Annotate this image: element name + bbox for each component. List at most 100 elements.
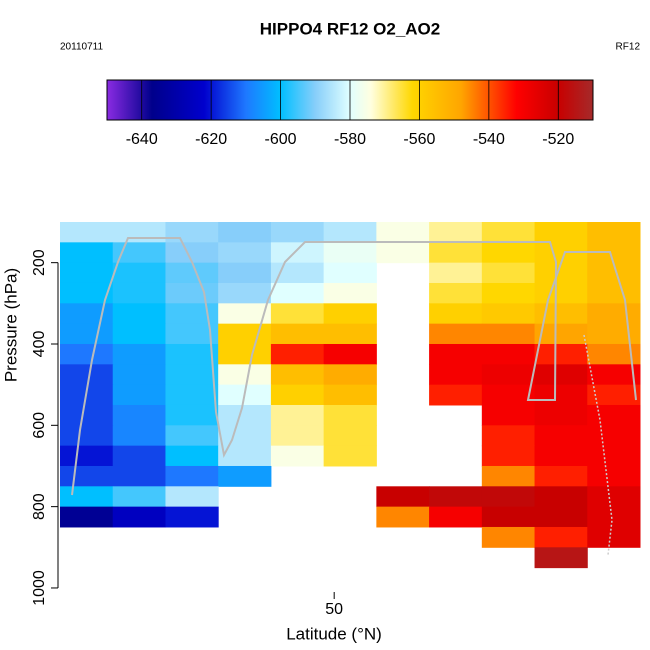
cell (534, 343, 588, 365)
cell (60, 303, 114, 325)
cell (112, 262, 166, 284)
cell (481, 343, 536, 365)
flight-label: RF12 (616, 42, 641, 53)
cell (481, 364, 536, 386)
x-axis-label: Latitude (°N) (286, 624, 382, 643)
cell (323, 445, 377, 467)
cell (534, 282, 588, 304)
cell (165, 404, 219, 426)
cell (270, 242, 325, 264)
cell (481, 303, 536, 325)
cell (587, 526, 641, 548)
cell (429, 343, 483, 365)
cell (270, 282, 325, 304)
cell (587, 242, 641, 264)
cell (218, 465, 272, 487)
y-axis-label: Pressure (hPa) (1, 268, 20, 382)
cell (60, 445, 114, 467)
cell (481, 526, 536, 548)
cell (165, 384, 219, 406)
cell (587, 425, 641, 447)
cell (481, 404, 536, 426)
cell (534, 384, 588, 406)
cell (323, 282, 377, 304)
cell (481, 282, 536, 304)
cell (429, 486, 483, 508)
cell (429, 364, 483, 386)
cell (587, 303, 641, 325)
cell (429, 242, 483, 264)
cell (112, 222, 166, 243)
cell (270, 262, 325, 284)
cell (112, 343, 166, 365)
cell (587, 486, 641, 508)
cell (270, 384, 325, 406)
cell (481, 445, 536, 467)
cell (376, 486, 430, 508)
cell (534, 323, 588, 345)
cell (218, 282, 272, 304)
cell (60, 282, 114, 304)
cell (60, 364, 114, 386)
cell (429, 323, 483, 345)
cell (112, 445, 166, 467)
axes: 200 400 600 800 1000 50 (31, 249, 343, 618)
cell (165, 242, 219, 264)
cell (587, 364, 641, 386)
y-tick-label: 400 (31, 331, 48, 358)
cell (112, 303, 166, 325)
y-tick-label: 1000 (31, 570, 48, 606)
cell (60, 222, 114, 243)
cell (60, 343, 114, 365)
cell (165, 445, 219, 467)
cell (112, 242, 166, 264)
cell (112, 486, 166, 508)
cell (376, 242, 430, 264)
x-tick-label: 50 (325, 601, 343, 618)
cell (481, 425, 536, 447)
cell (481, 242, 536, 264)
cell (323, 404, 377, 426)
cell (429, 506, 483, 528)
cell (112, 404, 166, 426)
cell (60, 465, 114, 487)
cell (165, 364, 219, 386)
cell (112, 323, 166, 345)
cell (60, 425, 114, 447)
cell (534, 425, 588, 447)
cell (534, 303, 588, 325)
cell (165, 343, 219, 365)
cell (587, 282, 641, 304)
y-tick-label: 600 (31, 412, 48, 439)
cell (270, 445, 325, 467)
cell (534, 222, 588, 243)
cell (534, 547, 588, 569)
cell (481, 262, 536, 284)
cell (165, 222, 219, 243)
cell (534, 506, 588, 528)
cell (534, 262, 588, 284)
colorbar-tick-label: -640 (126, 131, 158, 148)
cell (60, 323, 114, 345)
colorbar-tick-label: -600 (265, 131, 297, 148)
cell (429, 303, 483, 325)
cell (270, 303, 325, 325)
cell (429, 384, 483, 406)
cell (481, 384, 536, 406)
cell (218, 262, 272, 284)
cell (429, 262, 483, 284)
cell (534, 526, 588, 548)
cell (112, 384, 166, 406)
cell (376, 222, 430, 243)
cell (165, 486, 219, 508)
cell (270, 404, 325, 426)
cell (481, 222, 536, 243)
cell (218, 404, 272, 426)
cell (165, 425, 219, 447)
cell (587, 323, 641, 345)
y-tick-label: 800 (31, 493, 48, 520)
cell (60, 262, 114, 284)
cell (165, 323, 219, 345)
flight-track (71, 237, 637, 496)
cell (323, 343, 377, 365)
